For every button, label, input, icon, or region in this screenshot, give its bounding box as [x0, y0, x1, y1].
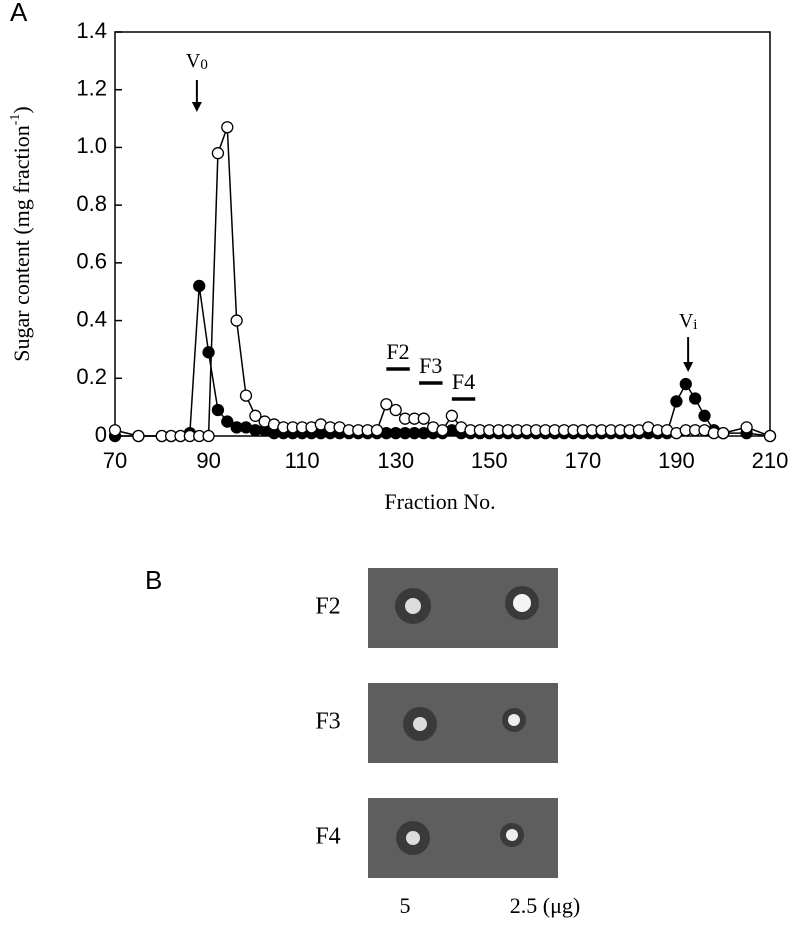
blot-spot: [506, 829, 518, 841]
data-point: [740, 421, 753, 434]
data-point: [221, 121, 234, 134]
series-line: [114, 126, 771, 437]
x-tick-label: 170: [564, 448, 601, 473]
row-label: F3: [315, 709, 340, 735]
column-label: 5: [400, 893, 411, 918]
y-axis-label: Sugar content (mg fraction-1): [8, 106, 34, 361]
row-label: F2: [315, 594, 340, 620]
data-point: [679, 377, 692, 391]
annotation-text: V: [186, 50, 201, 72]
x-tick-label: 150: [471, 448, 508, 473]
blot-spot: [508, 714, 520, 726]
y-tick-label: 0.2: [76, 364, 107, 389]
data-point: [202, 429, 215, 443]
y-label-sup: -1: [8, 114, 23, 126]
data-point: [417, 412, 430, 425]
data-point: [698, 409, 711, 422]
blot-image: [368, 683, 558, 763]
row-label: F4: [315, 824, 340, 850]
data-point: [239, 389, 253, 402]
data-point: [717, 426, 730, 440]
annotation-sub: 0: [200, 57, 208, 73]
x-tick-label: 210: [752, 448, 789, 473]
column-label: 2.5 (μg): [510, 893, 580, 918]
data-point: [221, 415, 234, 428]
blot-spot: [413, 717, 427, 731]
data-point: [389, 403, 402, 417]
arrow-head: [683, 362, 694, 372]
data-point: [230, 314, 243, 327]
panel-label: B: [145, 565, 162, 595]
blot-spot: [406, 831, 420, 845]
x-tick-label: 70: [103, 448, 127, 473]
blot-spot: [513, 594, 531, 612]
data-point: [445, 409, 459, 422]
data-point: [249, 409, 262, 422]
y-tick-label: 1.4: [76, 18, 107, 43]
y-tick-label: 1.2: [76, 76, 107, 101]
fraction-label: F2: [386, 339, 409, 364]
data-point: [132, 429, 145, 443]
x-tick-label: 130: [377, 448, 414, 473]
blot-spot: [405, 598, 421, 614]
data-point: [436, 424, 449, 437]
fraction-label: F4: [452, 369, 475, 394]
blot-panel: [368, 568, 558, 878]
y-tick-label: 0.6: [76, 249, 107, 274]
data-point: [211, 147, 225, 160]
data-point: [380, 398, 393, 411]
data-point: [193, 279, 206, 293]
annotation-sub: i: [693, 317, 697, 333]
annotation-text: V: [679, 310, 694, 332]
data-point: [108, 424, 122, 437]
y-tick-label: 0: [95, 422, 107, 447]
y-tick-label: 0.8: [76, 191, 107, 216]
x-tick-label: 90: [196, 448, 220, 473]
plot-frame: [114, 31, 771, 437]
annotation: V0: [186, 50, 208, 74]
x-tick-label: 110: [285, 448, 320, 473]
data-point: [670, 395, 683, 408]
y-tick-label: 0.4: [76, 306, 107, 331]
y-label-text: Sugar content (mg fraction: [9, 125, 34, 361]
y-label-text: ): [9, 106, 34, 113]
data-point: [688, 392, 702, 405]
panel-label: A: [10, 0, 28, 27]
x-tick-label: 190: [658, 448, 695, 473]
fraction-label: F3: [419, 353, 442, 378]
data-point: [202, 346, 215, 359]
x-axis-label: Fraction No.: [384, 489, 495, 514]
arrow-head: [191, 102, 202, 112]
data-point: [211, 403, 225, 417]
data-point: [763, 429, 777, 443]
data-point: [370, 424, 384, 437]
y-tick-label: 1.0: [76, 133, 107, 158]
annotation: Vi: [679, 310, 698, 334]
